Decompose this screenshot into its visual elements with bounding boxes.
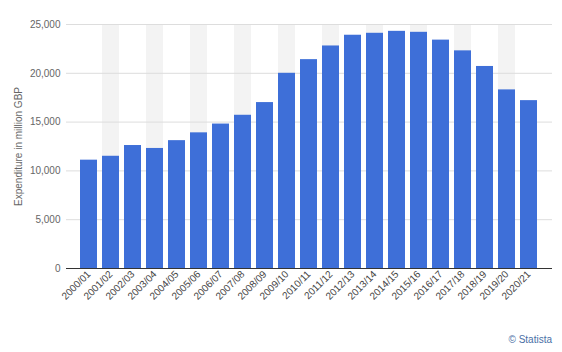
svg-text:2018/19: 2018/19: [455, 268, 489, 302]
svg-text:25,000: 25,000: [30, 19, 61, 30]
svg-text:2001/02: 2001/02: [81, 268, 115, 302]
svg-text:Expenditure in million GBP: Expenditure in million GBP: [13, 87, 24, 206]
svg-text:2000/01: 2000/01: [59, 268, 93, 302]
svg-text:2013/14: 2013/14: [345, 268, 379, 302]
svg-text:2019/20: 2019/20: [477, 268, 511, 302]
svg-text:2007/08: 2007/08: [213, 268, 247, 302]
svg-text:2002/03: 2002/03: [103, 268, 137, 302]
svg-text:2016/17: 2016/17: [411, 268, 445, 302]
svg-text:2015/16: 2015/16: [389, 268, 423, 302]
svg-text:2020/21: 2020/21: [499, 268, 533, 302]
svg-text:15,000: 15,000: [30, 116, 61, 127]
svg-text:20,000: 20,000: [30, 68, 61, 79]
svg-text:0: 0: [55, 263, 61, 274]
svg-text:2017/18: 2017/18: [433, 268, 467, 302]
svg-text:2003/04: 2003/04: [125, 268, 159, 302]
html-text:© Statista: © Statista: [508, 334, 552, 345]
svg-text:2005/06: 2005/06: [169, 268, 203, 302]
svg-text:5,000: 5,000: [35, 214, 60, 225]
svg-text:10,000: 10,000: [30, 165, 61, 176]
svg-text:2004/05: 2004/05: [147, 268, 181, 302]
svg-text:2011/12: 2011/12: [301, 268, 335, 302]
svg-text:2010/11: 2010/11: [279, 268, 313, 302]
svg-text:2009/10: 2009/10: [257, 268, 291, 302]
svg-text:2008/09: 2008/09: [235, 268, 269, 302]
svg-text:2014/15: 2014/15: [367, 268, 401, 302]
svg-text:2012/13: 2012/13: [323, 268, 357, 302]
svg-text:2006/07: 2006/07: [191, 268, 225, 302]
